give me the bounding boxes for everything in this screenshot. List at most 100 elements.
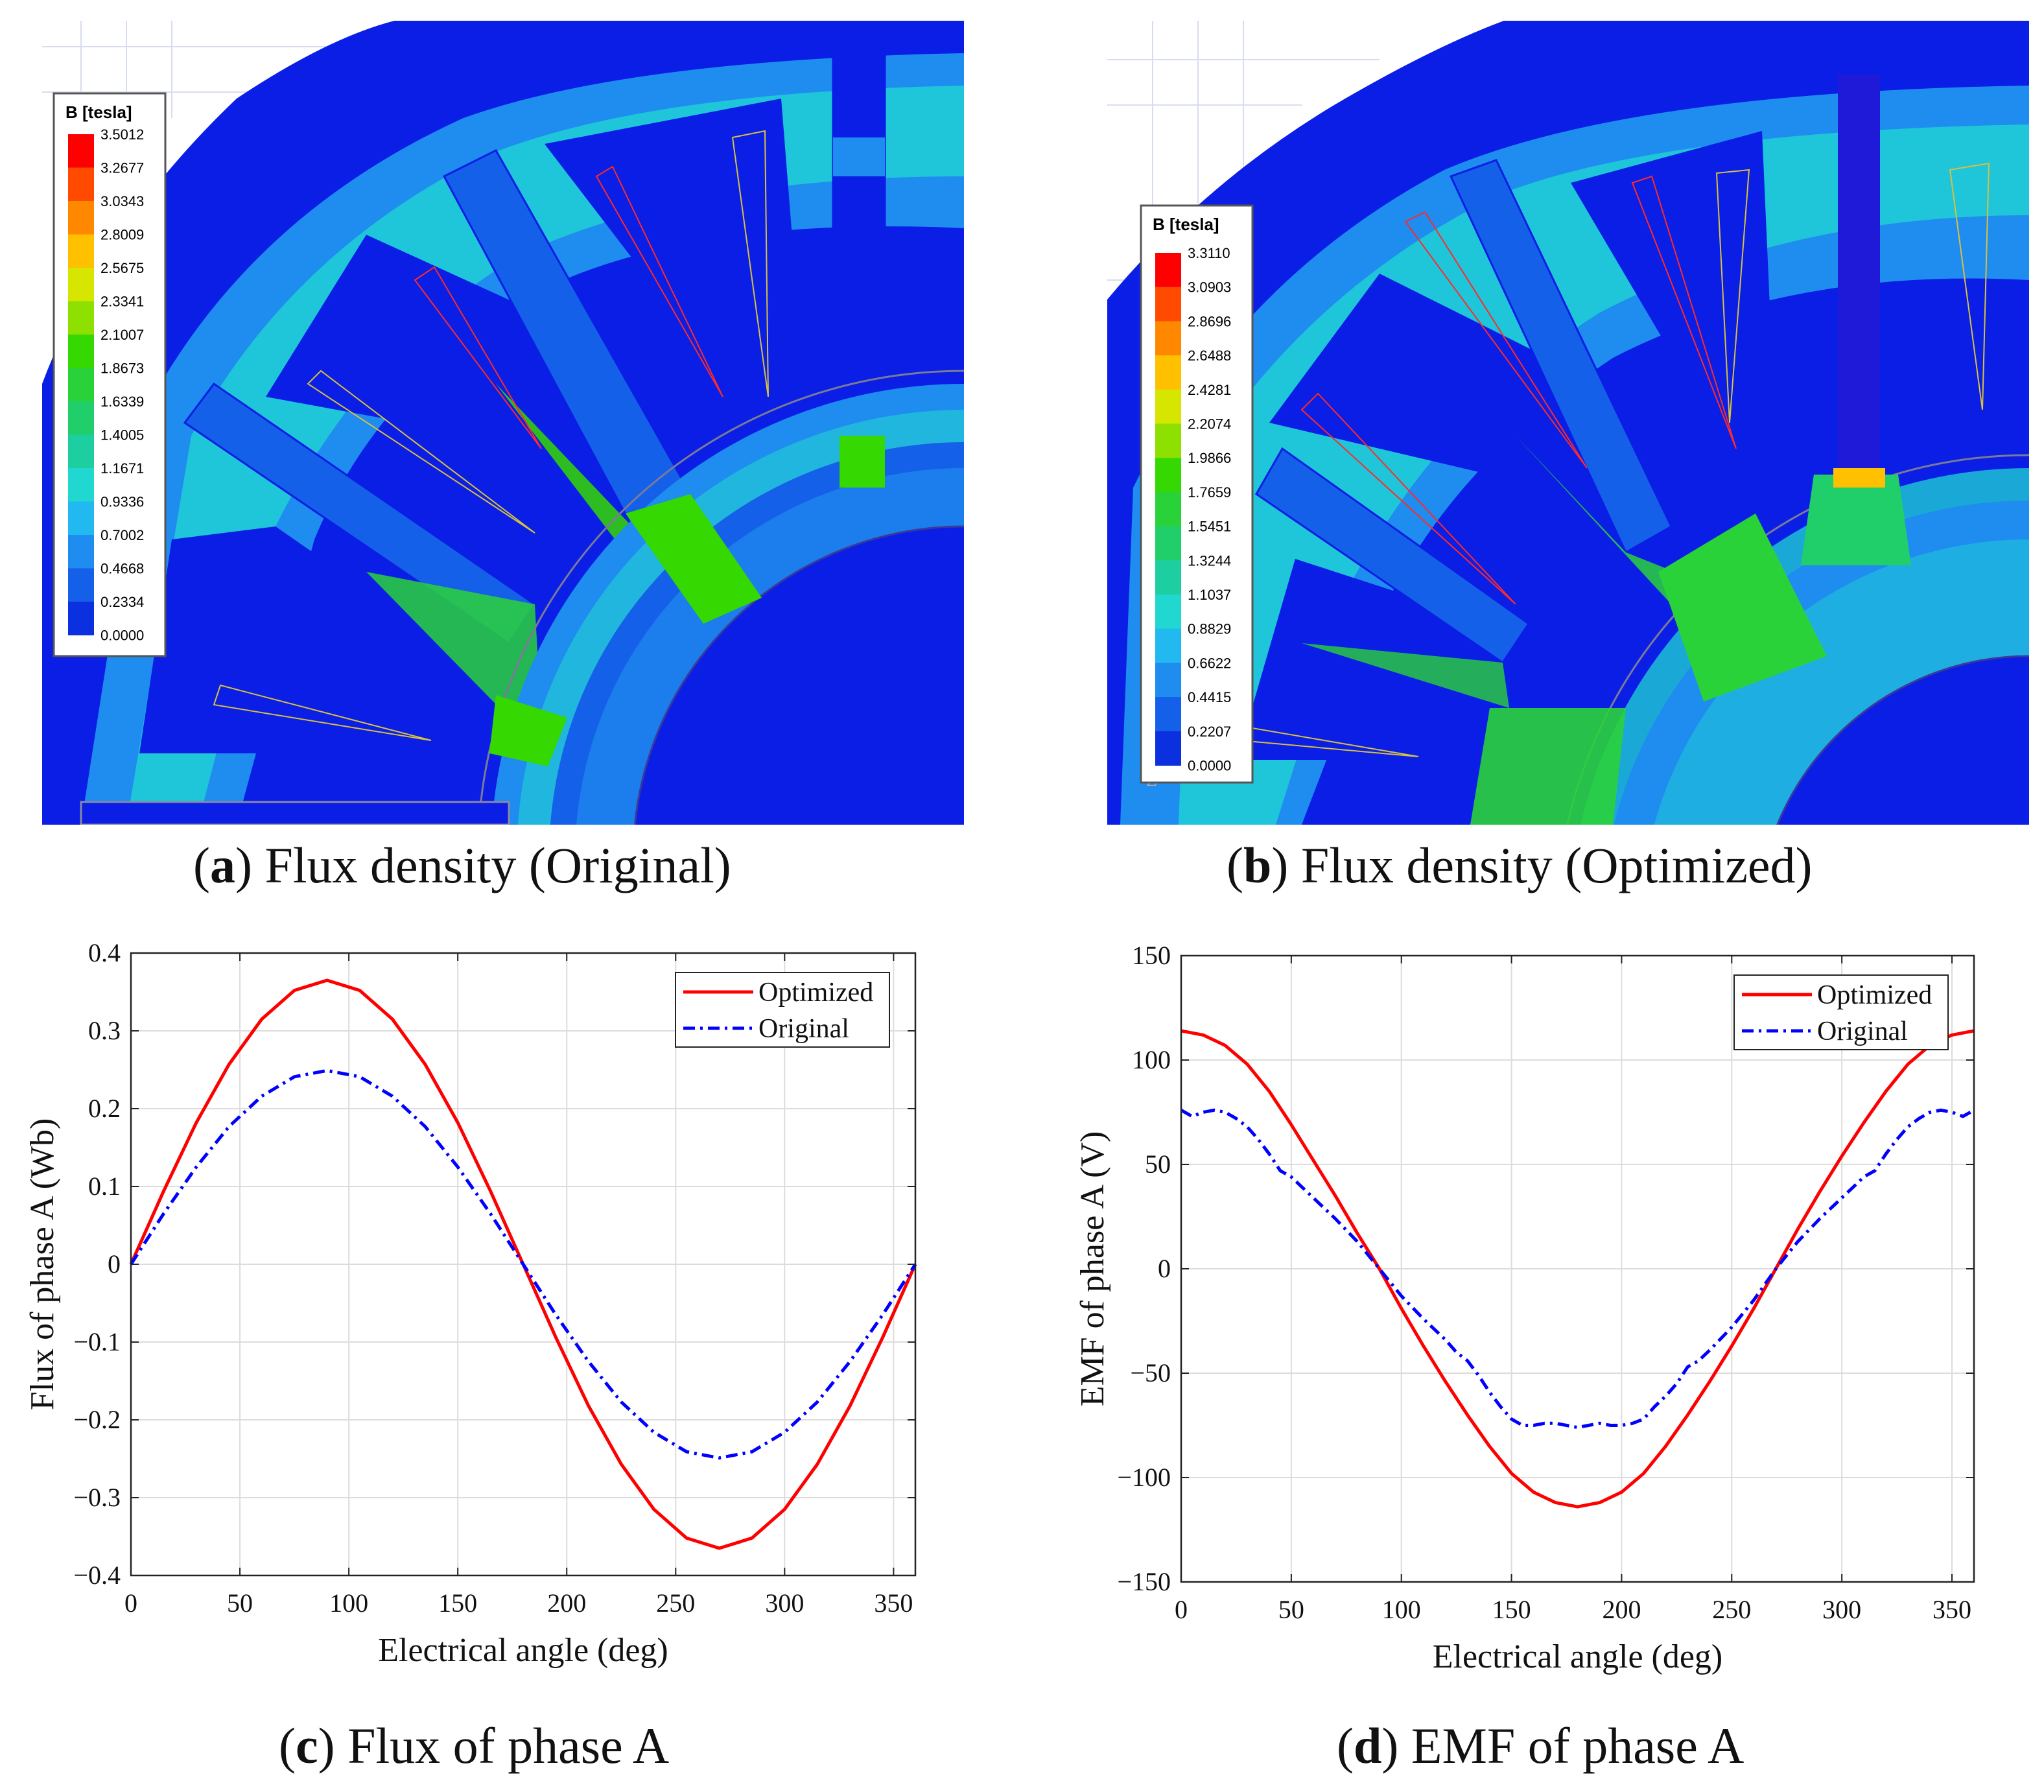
legend: Optimized Original — [1733, 974, 1949, 1050]
colorbar-tick-label: 0.4668 — [100, 561, 144, 577]
colorbar-tick-label: 1.3244 — [1188, 552, 1231, 569]
colorbar-swatch — [68, 368, 94, 402]
x-axis-label: Electrical angle (deg) — [1433, 1638, 1723, 1675]
y-tick-label: 0 — [108, 1249, 121, 1279]
colorbar-tick-label: 1.8673 — [100, 360, 144, 377]
y-tick-label: −0.1 — [73, 1327, 121, 1356]
colorbar-original: B [tesla] 3.5012 3.2677 3.0343 2.8009 2.5675… — [53, 92, 167, 657]
colorbar-tick-label: 0.7002 — [100, 527, 144, 543]
colorbar-tick-label: 3.0343 — [100, 193, 144, 209]
legend: Optimized Original — [675, 972, 890, 1048]
colorbar-tick-label: 0.0000 — [1188, 758, 1231, 774]
colorbar-swatch — [68, 234, 94, 268]
flux-line-chart: 0 50 100 150 200 250 300 350 0.4 0.3 0.2 0.1 0 −0.1 −0… — [24, 938, 917, 1669]
colorbar-swatch — [1155, 423, 1181, 458]
plot-frame — [1180, 954, 1975, 1583]
colorbar-swatch — [1155, 389, 1181, 424]
colorbar-tick-label: 2.1007 — [100, 327, 144, 343]
legend-box — [1733, 974, 1949, 1050]
colorbar-tick-label: 2.6488 — [1188, 348, 1231, 364]
x-tick-label: 0 — [1175, 1595, 1188, 1624]
colorbar-swatch — [1155, 595, 1181, 630]
y-axis-label: Flux of phase A (Wb) — [24, 1118, 61, 1411]
x-tick-label: 300 — [1822, 1595, 1861, 1624]
x-tick-label: 50 — [227, 1588, 253, 1618]
colorbar-swatch — [1155, 526, 1181, 561]
x-tick-label: 0 — [124, 1588, 137, 1618]
series-line-optimized — [1181, 1029, 1975, 1509]
colorbar-swatch — [1155, 731, 1181, 766]
y-tick-label: 0 — [1158, 1254, 1171, 1283]
emf-line-chart: 0 50 100 150 200 250 300 350 150 100 50 0 −50 −100 −15… — [1074, 941, 1975, 1675]
colorbar-swatch — [68, 468, 94, 502]
colorbar-tick-label: 3.0903 — [1188, 279, 1231, 296]
colorbar-tick-label: 1.1671 — [100, 460, 144, 477]
colorbar-tick-label: 0.8829 — [1188, 621, 1231, 637]
flux-density-map-optimized: Z B [tesla] 3.31103.09032.86962.64882.42… — [1107, 21, 2029, 825]
x-tick-label: 100 — [329, 1588, 368, 1618]
x-tick-label: 350 — [874, 1588, 913, 1618]
colorbar-swatch — [68, 602, 94, 635]
colorbar-title: B [tesla] — [65, 102, 132, 122]
x-tick-label: 150 — [1492, 1595, 1531, 1624]
plot-frame — [130, 952, 917, 1577]
colorbar-swatch — [68, 401, 94, 435]
colorbar-swatch — [68, 434, 94, 469]
colorbar-swatch — [1155, 491, 1181, 527]
caption-b: (b) Flux density (Optimized) — [1227, 837, 1813, 893]
colorbar-tick-label: 3.3110 — [1188, 245, 1230, 261]
x-tick-label: 100 — [1382, 1595, 1421, 1624]
colorbar-swatch — [1155, 628, 1181, 663]
y-tick-label: 0.3 — [88, 1016, 121, 1045]
colorbar-swatch — [68, 568, 94, 602]
flux-density-map-original: B [tesla] 3.5012 3.2677 3.0343 2.8009 2.5675… — [42, 21, 964, 825]
colorbar-swatch — [1155, 253, 1181, 288]
colorbar-tick-label: 0.4415 — [1188, 689, 1231, 705]
colorbar-tick-label: 1.4005 — [100, 427, 144, 443]
colorbar-swatch — [68, 335, 94, 368]
y-tick-label: 0.4 — [88, 938, 121, 967]
x-tick-label: 200 — [547, 1588, 586, 1618]
legend-label-optimized: Optimized — [1817, 980, 1932, 1010]
y-tick-label: −50 — [1130, 1358, 1171, 1387]
y-tick-label: 50 — [1145, 1149, 1171, 1179]
colorbar-swatch — [68, 268, 94, 301]
colorbar-tick-label: 1.6339 — [100, 394, 144, 410]
caption-d: (d) EMF of phase A — [1337, 1717, 1744, 1774]
y-tick-label: −100 — [1117, 1463, 1171, 1492]
x-tick-label: 300 — [765, 1588, 804, 1618]
y-tick-label: −0.4 — [73, 1561, 121, 1590]
colorbar-tick-label: 3.2677 — [100, 160, 144, 176]
x-axis-label: Electrical angle (deg) — [378, 1632, 668, 1669]
colorbar-tick-label: 2.4281 — [1188, 382, 1231, 398]
y-tick-label: 0.2 — [88, 1094, 121, 1123]
colorbar-tick-label: 2.5675 — [100, 260, 144, 276]
legend-box — [675, 972, 890, 1048]
colorbar-swatch — [1155, 355, 1181, 390]
colorbar-swatch — [68, 501, 94, 536]
colorbar-swatch — [1155, 321, 1181, 356]
colorbar-tick-label: 3.5012 — [100, 126, 144, 143]
y-tick-label: −0.2 — [73, 1405, 121, 1434]
colorbar-tick-label: 1.7659 — [1188, 484, 1231, 501]
y-tick-label: 150 — [1132, 941, 1171, 970]
colorbar-tick-label: 0.0000 — [100, 628, 144, 644]
x-tick-label: 200 — [1602, 1595, 1641, 1624]
colorbar-swatch — [1155, 560, 1181, 595]
colorbar-tick-label: 1.5451 — [1188, 519, 1231, 535]
caption-c: (c) Flux of phase A — [279, 1717, 670, 1774]
colorbar-tick-label: 1.9866 — [1188, 450, 1231, 466]
x-tick-label: 250 — [1712, 1595, 1751, 1624]
colorbar-tick-label: 2.2074 — [1188, 416, 1231, 432]
y-tick-label: −0.3 — [73, 1483, 121, 1512]
colorbar-swatch — [1155, 697, 1181, 732]
series-line-original — [129, 1068, 917, 1460]
colorbar-tick-label: 2.3341 — [100, 294, 144, 310]
legend-label-original: Original — [1817, 1017, 1908, 1046]
colorbar-swatch — [68, 535, 94, 569]
colorbar-tick-label: 1.1037 — [1188, 587, 1231, 603]
x-tick-label: 250 — [656, 1588, 695, 1618]
colorbar-tick-label: 2.8696 — [1188, 313, 1231, 329]
panel-d-emf-chart: 0 50 100 150 200 250 300 350 150 100 50 0 −50 −100 −15… — [1044, 934, 2044, 1712]
x-tick-label: 150 — [438, 1588, 477, 1618]
